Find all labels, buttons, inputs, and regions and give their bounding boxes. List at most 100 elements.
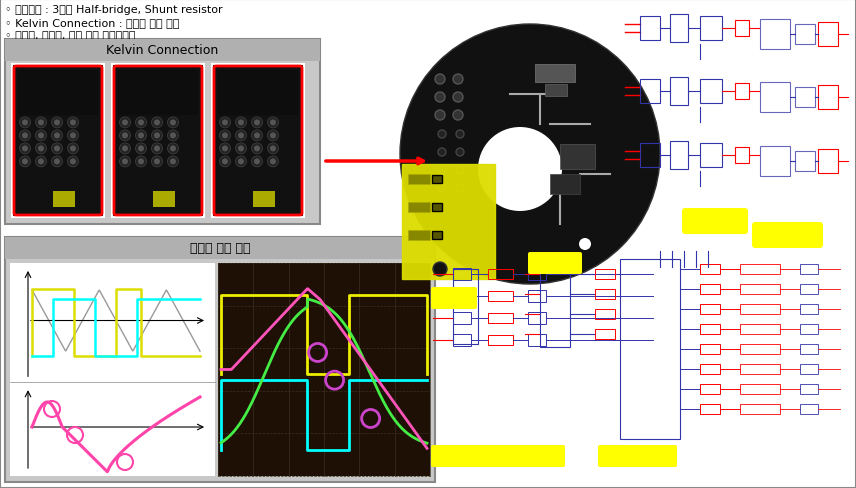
Bar	[545, 85, 567, 97]
Circle shape	[122, 120, 128, 126]
Circle shape	[456, 149, 464, 157]
Bar	[488, 269, 513, 280]
Circle shape	[138, 146, 144, 152]
Circle shape	[20, 143, 31, 155]
Circle shape	[222, 133, 228, 139]
Bar	[800, 285, 818, 294]
Bar	[760, 147, 790, 177]
Bar	[488, 291, 513, 302]
Bar	[670, 78, 688, 106]
Circle shape	[135, 143, 146, 155]
Circle shape	[70, 133, 76, 139]
Bar	[740, 404, 780, 414]
Text: Current: Current	[14, 412, 22, 447]
Circle shape	[235, 143, 247, 155]
Bar	[700, 345, 720, 354]
Bar	[540, 267, 570, 347]
Bar	[276, 189, 301, 210]
Text: 인버터: 인버터	[704, 215, 726, 227]
Bar	[5, 238, 435, 260]
Text: a: a	[315, 348, 320, 357]
Circle shape	[120, 143, 130, 155]
Circle shape	[254, 133, 260, 139]
Circle shape	[135, 157, 146, 167]
Bar	[432, 231, 442, 240]
Circle shape	[270, 133, 276, 139]
Circle shape	[20, 131, 31, 142]
Bar	[595, 309, 615, 319]
Circle shape	[456, 167, 464, 175]
Bar	[800, 305, 818, 314]
Circle shape	[478, 128, 562, 212]
Bar	[211, 64, 305, 219]
Circle shape	[154, 120, 160, 126]
Bar	[700, 404, 720, 414]
Circle shape	[438, 149, 446, 157]
Circle shape	[70, 120, 76, 126]
Circle shape	[154, 133, 160, 139]
Bar	[453, 268, 471, 281]
Circle shape	[154, 146, 160, 152]
Bar	[620, 260, 680, 439]
Circle shape	[456, 131, 464, 139]
Bar	[113, 66, 203, 217]
Circle shape	[238, 146, 244, 152]
Bar	[700, 364, 720, 374]
Circle shape	[152, 118, 163, 129]
Bar	[740, 264, 780, 274]
Circle shape	[22, 146, 28, 152]
Bar	[740, 285, 780, 294]
Bar	[118, 71, 198, 116]
Bar	[528, 334, 546, 346]
Circle shape	[120, 157, 130, 167]
Circle shape	[267, 143, 278, 155]
Circle shape	[219, 157, 230, 167]
Circle shape	[22, 120, 28, 126]
Bar	[700, 143, 722, 168]
Circle shape	[138, 159, 144, 165]
Bar	[213, 66, 303, 217]
Polygon shape	[402, 164, 495, 280]
Text: a: a	[50, 405, 55, 414]
Circle shape	[235, 157, 247, 167]
Bar	[735, 84, 749, 100]
Circle shape	[138, 133, 144, 139]
Circle shape	[68, 131, 79, 142]
FancyBboxPatch shape	[682, 208, 748, 235]
Bar	[5, 40, 320, 224]
Circle shape	[170, 146, 176, 152]
Circle shape	[38, 133, 44, 139]
Bar	[700, 305, 720, 314]
Text: 정밀한 전류 측정: 정밀한 전류 측정	[190, 242, 250, 254]
Text: b: b	[332, 376, 337, 385]
Bar	[800, 345, 818, 354]
Circle shape	[267, 157, 278, 167]
Circle shape	[152, 131, 163, 142]
Circle shape	[254, 120, 260, 126]
Circle shape	[170, 133, 176, 139]
Circle shape	[70, 159, 76, 165]
Circle shape	[579, 239, 591, 250]
Bar	[111, 64, 205, 219]
Bar	[218, 189, 258, 210]
Bar	[700, 17, 722, 41]
Circle shape	[252, 157, 263, 167]
Circle shape	[456, 184, 464, 193]
Bar	[818, 23, 838, 47]
Circle shape	[152, 157, 163, 167]
Bar	[640, 17, 660, 41]
Circle shape	[170, 159, 176, 165]
Circle shape	[438, 167, 446, 175]
Bar	[700, 285, 720, 294]
Bar	[760, 20, 790, 50]
Bar	[800, 325, 818, 334]
Bar	[740, 305, 780, 314]
Bar	[735, 21, 749, 37]
Bar	[488, 313, 513, 324]
Bar	[453, 290, 471, 303]
Text: Kelvin Connection: Kelvin Connection	[106, 44, 218, 57]
Bar	[76, 189, 101, 210]
Circle shape	[238, 133, 244, 139]
FancyBboxPatch shape	[528, 252, 582, 274]
Circle shape	[270, 120, 276, 126]
